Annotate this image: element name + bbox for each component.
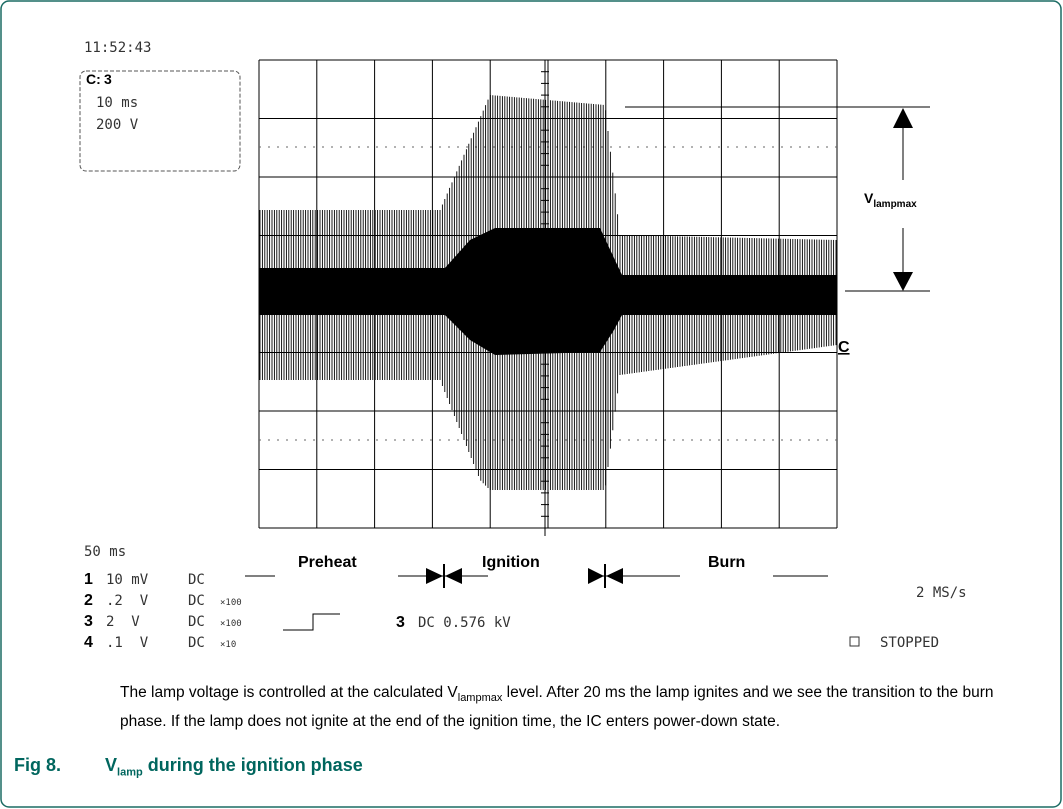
arrow-head [426, 568, 443, 584]
timebase: 50 ms [84, 544, 126, 560]
figure-title: Fig 8. Vlamp during the ignition phase [14, 755, 363, 779]
phase-label: Preheat [298, 554, 357, 571]
channel-rows: 1 10 mV DC 2 .2 V DC ×100 3 2 V DC ×100 4 .1 V DC ×10 [84, 571, 242, 651]
box-volt: 200 V [96, 117, 139, 133]
title-sub: lamp [117, 767, 143, 779]
channel-probe: ×100 [220, 619, 242, 629]
arrow-head [893, 272, 913, 291]
phase-label: Ignition [482, 554, 540, 571]
title-text: during the ignition phase [143, 755, 363, 775]
status-box [850, 637, 859, 646]
page: 11:52:43 C: 3 10 ms 200 V C Vlampmax 50 … [0, 0, 1063, 809]
time: 11:52:43 [84, 40, 151, 56]
channel-coupling: DC [188, 635, 205, 651]
channel-scale: 10 mV [106, 572, 149, 588]
figure-label: Fig 8. [14, 755, 61, 775]
caption: The lamp voltage is controlled at the ca… [120, 681, 1025, 733]
arrow-head [588, 568, 604, 584]
trigger-channel: 3 [396, 614, 405, 631]
channel-coupling: DC [188, 572, 205, 588]
box-number: 3 [104, 71, 112, 87]
phase-label: Burn [708, 554, 745, 571]
box-time: 10 ms [96, 95, 138, 111]
channel-number: 4 [84, 634, 93, 651]
status: STOPPED [880, 635, 939, 651]
channel-coupling: DC [188, 593, 205, 609]
channel-number: 2 [84, 592, 93, 609]
trigger-level: DC 0.576 kV [418, 615, 511, 631]
caption-text: The lamp voltage is controlled at the ca… [120, 684, 458, 701]
arrow-head [893, 108, 913, 128]
title-text: V [105, 755, 117, 775]
annotation: Vlampmax [864, 190, 917, 210]
box-channel: C: [86, 71, 101, 87]
channel-scale: 2 V [106, 614, 140, 630]
arrow-head [606, 568, 623, 584]
channel-number: 1 [84, 571, 93, 588]
channel-scale: .1 V [106, 635, 149, 651]
channel-scale: .2 V [106, 593, 149, 609]
channel-probe: ×10 [220, 640, 236, 650]
channel-probe: ×100 [220, 598, 242, 608]
caption-sub: lampmax [458, 692, 503, 704]
channel-number: 3 [84, 613, 93, 630]
arrow-head [445, 568, 462, 584]
marker: C [838, 339, 850, 356]
channel-coupling: DC [188, 614, 205, 630]
sample-rate: 2 MS/s [916, 585, 967, 601]
trigger-symbol [283, 614, 340, 630]
waveform-band [259, 228, 837, 355]
